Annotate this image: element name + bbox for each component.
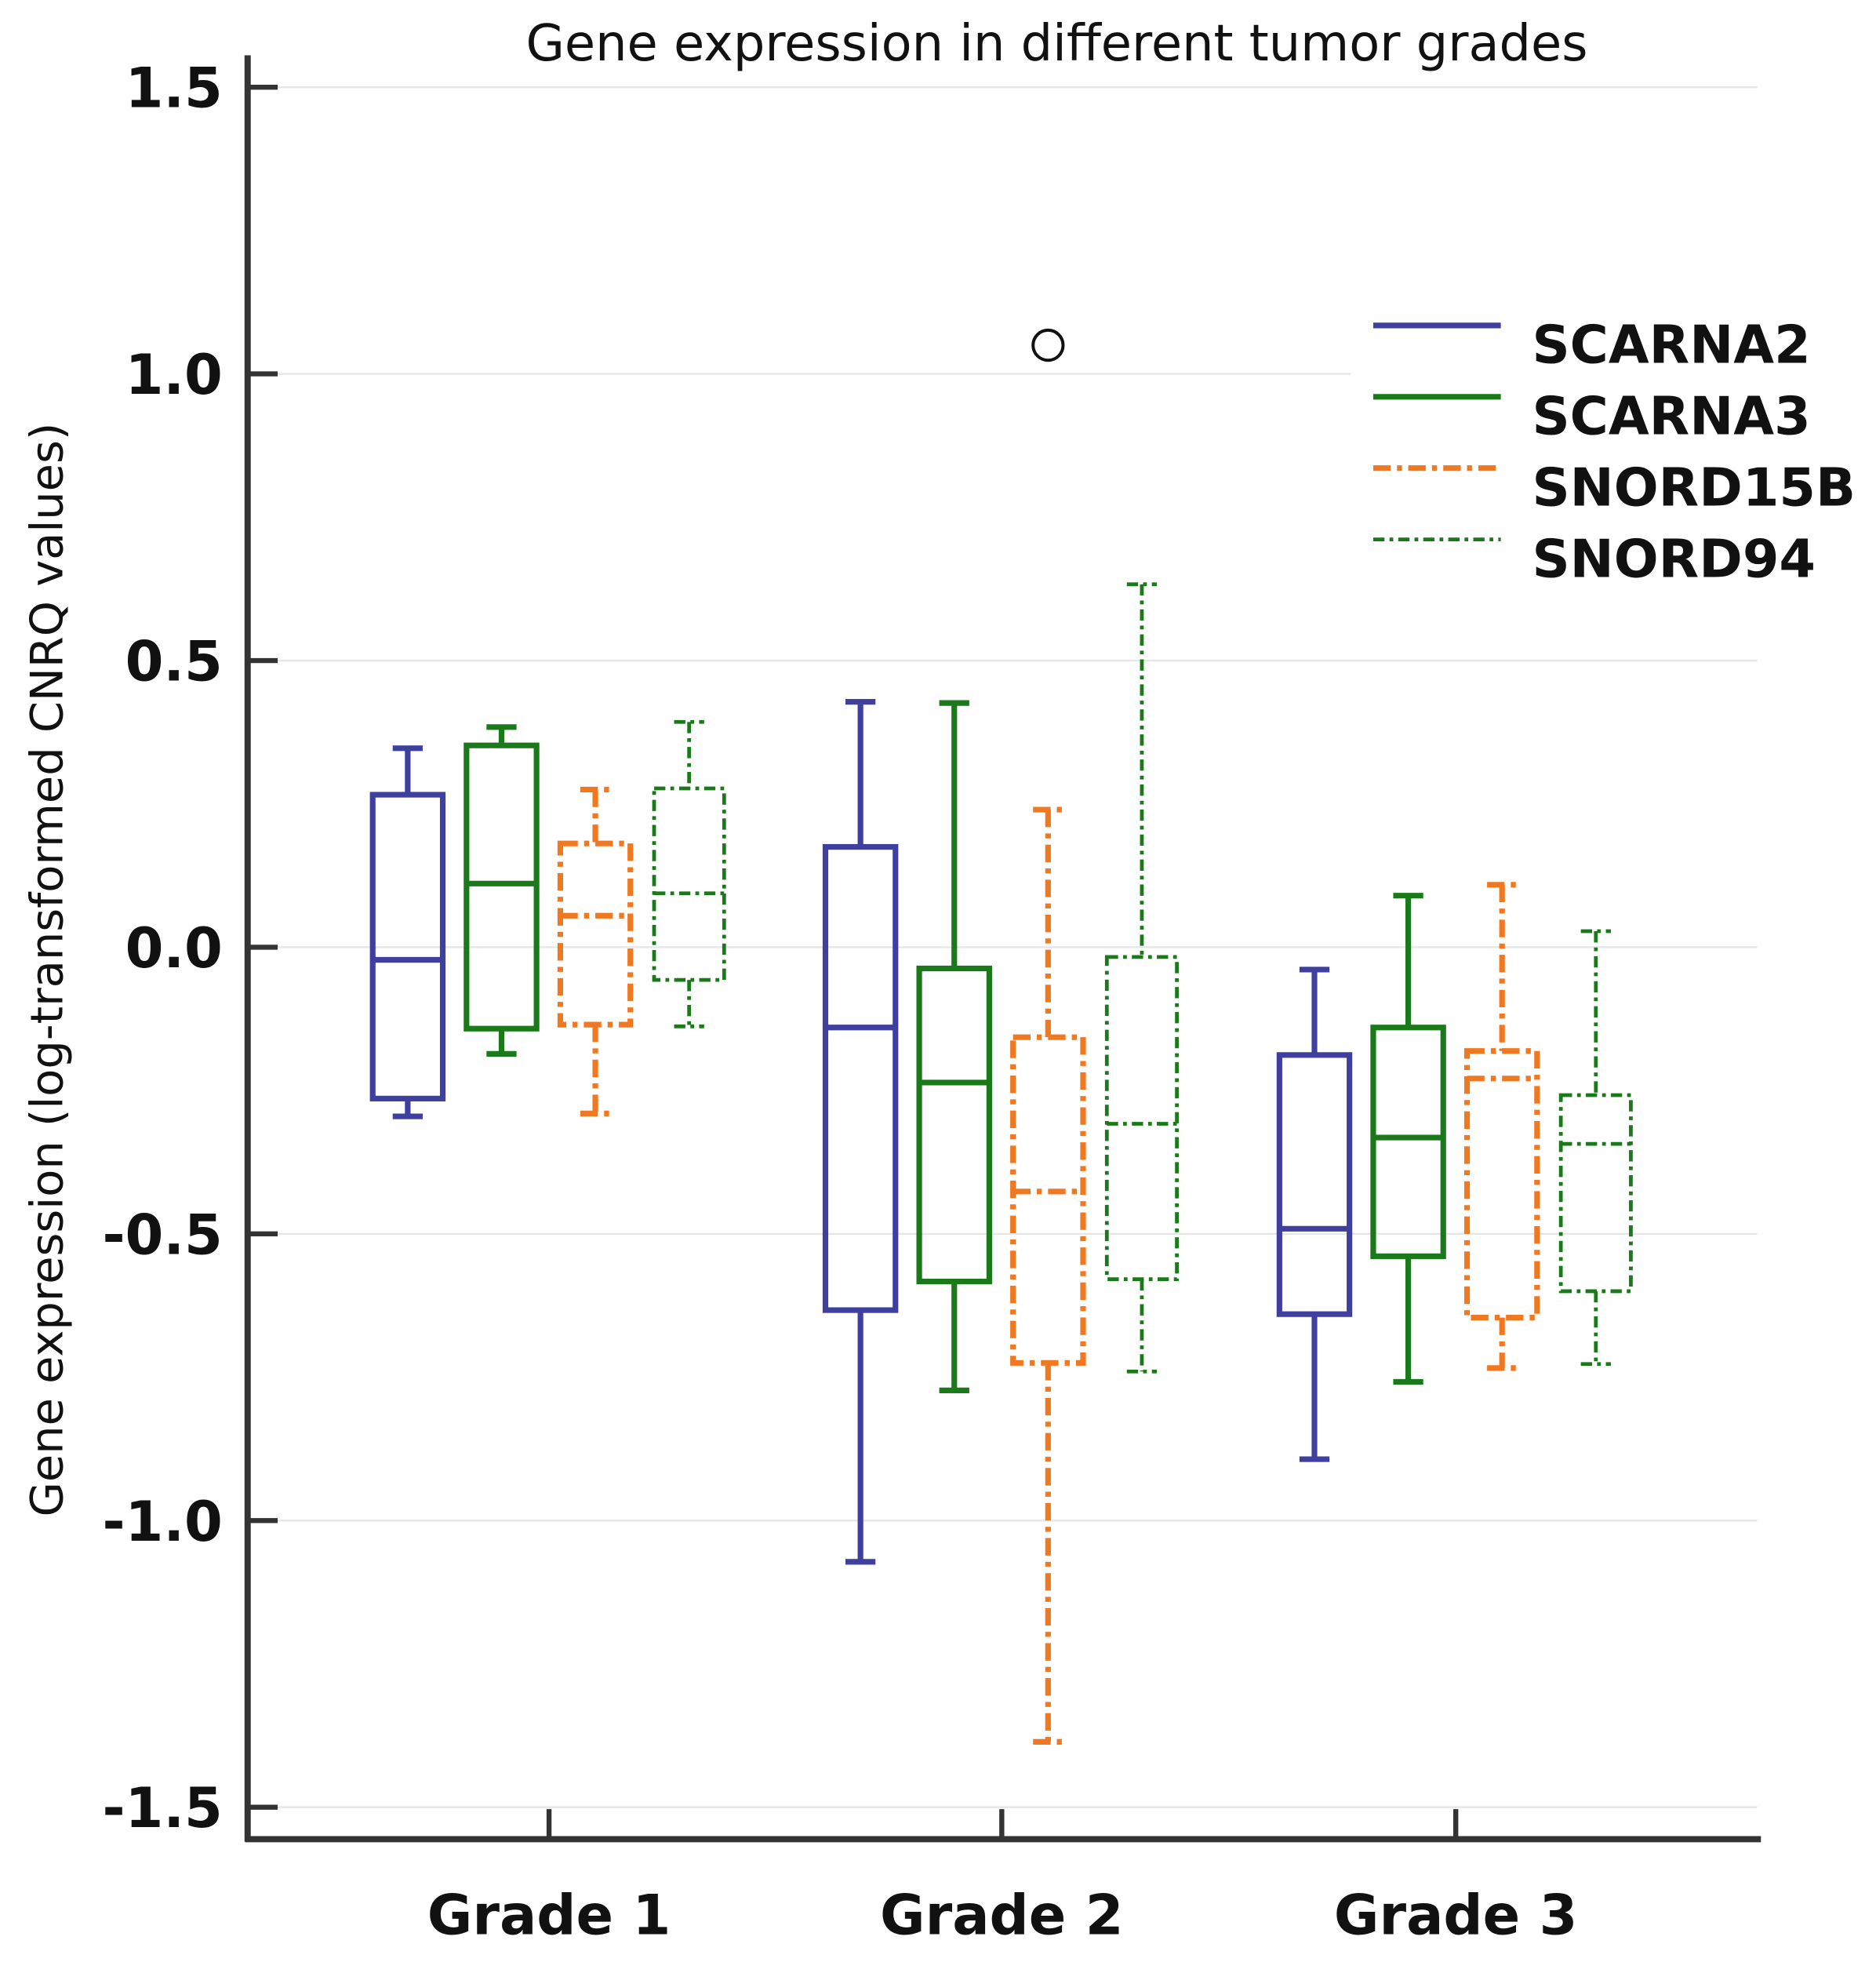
box-scarna2-grade-1 <box>369 745 446 1119</box>
box-snord15b-grade-2 <box>1010 328 1086 1745</box>
x-axis: Grade 1 Grade 2 Grade 3 <box>427 1809 1578 1948</box>
legend-label: SNORD15B <box>1532 457 1856 519</box>
box-iqr <box>1276 1052 1353 1317</box>
y-axis-label: Gene expression (log-transformed CNRQ va… <box>21 423 74 1517</box>
y-tick-label: -0.5 <box>102 1203 222 1267</box>
outlier-point <box>1031 328 1065 362</box>
box-iqr <box>369 792 446 1101</box>
box-snord94-grade-2 <box>1104 582 1179 1374</box>
box-snord15b-grade-1 <box>557 786 634 1116</box>
box-iqr <box>1558 1093 1633 1294</box>
legend: SCARNA2 SCARNA3 SNORD15B SNORD94 <box>1351 288 1876 613</box>
box-iqr <box>1463 1048 1540 1321</box>
y-tick-label: 1.0 <box>125 343 223 407</box>
box-scarna2-grade-3 <box>1276 966 1353 1462</box>
box-iqr <box>557 840 634 1028</box>
box-iqr <box>464 742 540 1032</box>
chart-title: Gene expression in different tumor grade… <box>525 15 1587 73</box>
box-scarna2-grade-2 <box>822 699 899 1565</box>
y-tick-label: -1.0 <box>102 1490 222 1554</box>
y-axis: 1.5 1.0 0.5 0.0 -0.5 -1.0 -1.5 <box>102 56 278 1840</box>
box-iqr <box>916 965 992 1285</box>
legend-background <box>1351 288 1876 613</box>
box-scarna3-grade-3 <box>1370 893 1446 1385</box>
box-iqr <box>1370 1025 1446 1259</box>
grid <box>247 86 1758 1808</box>
box-scarna3-grade-2 <box>916 700 992 1393</box>
box-iqr <box>652 786 726 982</box>
box-snord94-grade-3 <box>1558 929 1633 1367</box>
legend-label: SNORD94 <box>1532 528 1816 589</box>
legend-label: SCARNA3 <box>1532 386 1810 447</box>
box-iqr <box>1010 1034 1086 1366</box>
x-tick-label: Grade 3 <box>1334 1884 1578 1948</box>
box-snord15b-grade-3 <box>1463 882 1540 1371</box>
y-tick-label: 0.5 <box>125 630 223 694</box>
boxes <box>369 328 1633 1745</box>
box-iqr <box>822 843 899 1313</box>
box-snord94-grade-1 <box>652 719 726 1028</box>
x-tick-label: Grade 2 <box>880 1884 1124 1948</box>
x-tick-label: Grade 1 <box>427 1884 671 1948</box>
y-tick-label: -1.5 <box>102 1776 222 1840</box>
box-iqr <box>1104 955 1179 1281</box>
box-scarna3-grade-1 <box>464 724 540 1057</box>
y-tick-label: 1.5 <box>125 56 223 121</box>
legend-label: SCARNA2 <box>1532 315 1810 376</box>
y-tick-label: 0.0 <box>125 916 223 981</box>
